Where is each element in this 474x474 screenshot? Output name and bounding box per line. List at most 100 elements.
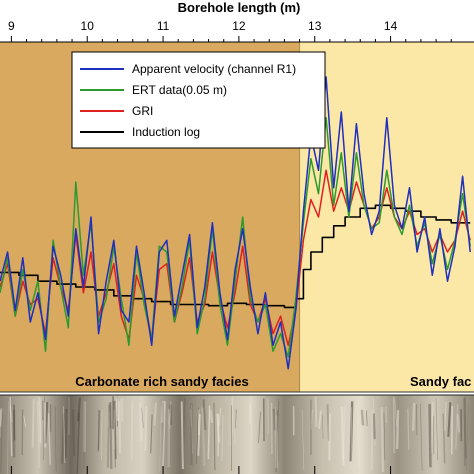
core-streak: [153, 402, 158, 426]
x-tick-label-12: 12: [232, 19, 246, 33]
core-streak: [444, 401, 447, 432]
core-streak: [130, 400, 134, 460]
core-streak: [314, 396, 318, 428]
facies-label-sandy: Sandy fac: [410, 374, 471, 389]
core-streak: [162, 401, 166, 467]
core-streak: [9, 396, 13, 457]
legend-label-apparent-velocity: Apparent velocity (channel R1): [132, 62, 296, 76]
core-streak: [54, 405, 57, 472]
core-streak: [218, 407, 222, 426]
legend-label-ert: ERT data(0.05 m): [132, 83, 227, 97]
core-streak: [342, 405, 346, 461]
core-streak: [83, 404, 85, 469]
core-streak: [407, 408, 410, 450]
core-streak: [383, 412, 386, 461]
legend-label-gri: GRI: [132, 104, 153, 118]
core-streak: [372, 413, 376, 440]
x-tick-label-11: 11: [157, 19, 170, 33]
core-streak: [0, 408, 3, 473]
core-streak: [442, 413, 446, 464]
core-streak: [234, 409, 237, 429]
core-streak: [6, 401, 10, 474]
core-streak: [360, 409, 365, 426]
core-streak: [139, 402, 143, 441]
core-streak: [370, 409, 374, 470]
core-streak: [228, 404, 231, 448]
core-streak: [207, 405, 211, 460]
core-streak: [150, 414, 153, 454]
core-streak: [0, 408, 3, 427]
core-streak: [190, 409, 192, 428]
core-streak: [366, 410, 368, 426]
core-streak: [23, 415, 26, 427]
core-streak: [197, 413, 201, 456]
core-streak: [113, 402, 118, 424]
core-streak: [112, 400, 117, 460]
core-streak: [141, 407, 144, 428]
core-streak: [430, 402, 434, 454]
core-streak: [435, 397, 439, 461]
core-streak: [318, 410, 322, 429]
core-streak: [118, 401, 122, 454]
core-streak: [272, 408, 276, 431]
core-streak: [109, 402, 113, 470]
core-streak: [168, 413, 171, 425]
core-streak: [356, 404, 361, 467]
core-streak: [97, 410, 100, 451]
core-streak: [428, 403, 432, 468]
core-streak: [97, 410, 101, 452]
legend: Apparent velocity (channel R1) ERT data(…: [71, 51, 326, 149]
core-streak: [394, 399, 397, 427]
core-streak: [466, 405, 469, 471]
core-streak: [209, 410, 214, 423]
core-streak: [36, 400, 41, 468]
core-streak: [64, 408, 68, 459]
core-streak: [277, 401, 280, 430]
core-streak: [161, 400, 165, 423]
core-streak: [328, 413, 331, 461]
core-streak: [456, 414, 461, 433]
core-streak: [159, 406, 162, 473]
core-streak: [31, 399, 35, 448]
x-axis-title: Borehole length (m): [178, 0, 301, 15]
core-streak: [275, 415, 279, 469]
core-streak: [38, 397, 42, 443]
legend-label-induction-log: Induction log: [132, 125, 200, 139]
core-streak: [202, 399, 207, 431]
core-streak: [380, 407, 385, 472]
series-layer: [0, 76, 471, 370]
core-streak: [76, 412, 81, 474]
core-streak: [275, 410, 279, 472]
core-streak: [72, 409, 76, 456]
core-streak: [249, 397, 253, 440]
series-line-ert: [0, 117, 471, 358]
facies-label-carbonate: Carbonate rich sandy facies: [75, 374, 248, 389]
x-tick-label-13: 13: [308, 19, 322, 33]
core-streak: [47, 413, 51, 465]
core-streak: [310, 409, 313, 430]
core-streak: [116, 398, 120, 421]
series-line-apparent-velocity: [0, 76, 471, 370]
facies-band-1: [299, 42, 474, 392]
core-streak: [301, 409, 305, 471]
core-streak: [144, 406, 148, 451]
x-axis-ticks: 9 10 11 12 13 14: [8, 19, 452, 474]
x-tick-label-9: 9: [8, 19, 15, 33]
core-streak: [42, 396, 45, 461]
core-streak: [396, 410, 400, 449]
core-streak: [455, 404, 459, 450]
core-streak: [258, 411, 261, 444]
core-streak: [321, 414, 324, 439]
core-streak: [372, 398, 376, 446]
core-streak: [340, 406, 345, 466]
core-image-strip: [0, 395, 474, 474]
core-streak: [447, 402, 452, 438]
core-streak: [61, 412, 65, 464]
core-streak: [349, 401, 354, 462]
core-streak: [169, 400, 172, 430]
core-streak: [107, 411, 111, 428]
core-streak: [44, 402, 49, 444]
x-tick-label-10: 10: [81, 19, 95, 33]
core-streak: [420, 403, 423, 472]
